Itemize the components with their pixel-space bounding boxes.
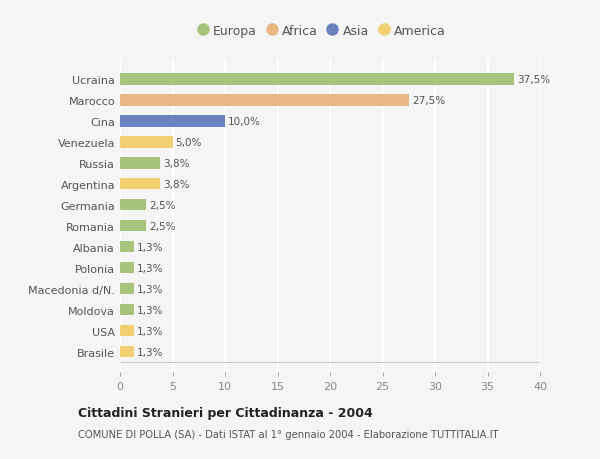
Text: 2,5%: 2,5% <box>149 221 176 231</box>
Text: 3,8%: 3,8% <box>163 179 190 189</box>
Bar <box>120 116 225 127</box>
Bar <box>120 200 146 211</box>
Text: 1,3%: 1,3% <box>137 242 163 252</box>
Bar <box>120 179 160 190</box>
Text: 2,5%: 2,5% <box>149 200 176 210</box>
Bar <box>120 304 134 316</box>
Text: 1,3%: 1,3% <box>137 305 163 315</box>
Bar <box>120 220 146 232</box>
Text: 1,3%: 1,3% <box>137 326 163 336</box>
Bar <box>120 95 409 106</box>
Legend: Europa, Africa, Asia, America: Europa, Africa, Asia, America <box>198 25 445 38</box>
Bar <box>120 137 173 148</box>
Text: 1,3%: 1,3% <box>137 263 163 273</box>
Text: 3,8%: 3,8% <box>163 158 190 168</box>
Text: 27,5%: 27,5% <box>412 95 445 106</box>
Bar <box>120 346 134 358</box>
Bar <box>120 283 134 295</box>
Bar <box>120 241 134 253</box>
Text: 10,0%: 10,0% <box>228 117 261 127</box>
Text: 5,0%: 5,0% <box>176 137 202 147</box>
Text: 1,3%: 1,3% <box>137 284 163 294</box>
Text: Cittadini Stranieri per Cittadinanza - 2004: Cittadini Stranieri per Cittadinanza - 2… <box>78 406 373 419</box>
Text: 37,5%: 37,5% <box>517 75 550 84</box>
Bar <box>120 157 160 169</box>
Text: COMUNE DI POLLA (SA) - Dati ISTAT al 1° gennaio 2004 - Elaborazione TUTTITALIA.I: COMUNE DI POLLA (SA) - Dati ISTAT al 1° … <box>78 429 499 439</box>
Bar <box>120 74 514 85</box>
Text: 1,3%: 1,3% <box>137 347 163 357</box>
Bar <box>120 325 134 336</box>
Bar <box>120 263 134 274</box>
